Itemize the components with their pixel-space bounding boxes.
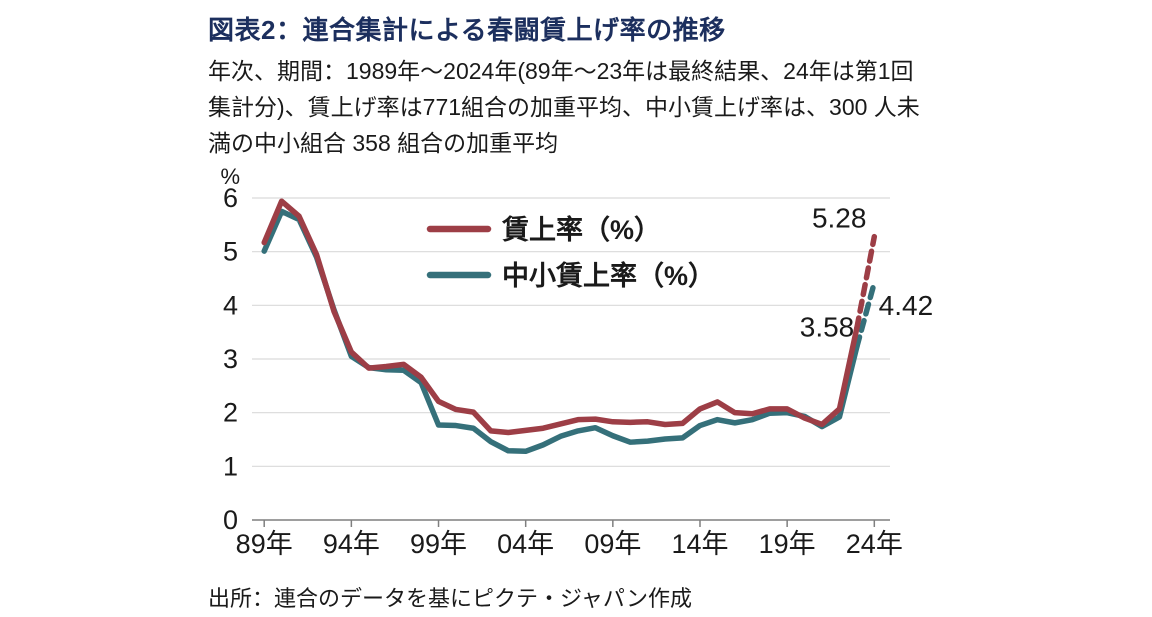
x-tick-label: 99年 [410,529,467,559]
y-tick-label: 1 [223,451,238,481]
series-line [261,208,860,455]
y-tick-label: 3 [223,344,238,374]
source-note: 出所：連合のデータを基にピクテ・ジャパン作成 [208,586,693,611]
value-annotation: 4.42 [879,290,934,321]
legend-label: 中小賃上率（%） [502,260,715,291]
chart-description: 年次、期間：1989年～2024年(89年～23年は最終結果、24年は第1回 集… [208,54,988,162]
x-tick-label: 89年 [236,529,293,559]
y-tick-label: 5 [223,237,238,267]
x-tick-label: 24年 [846,529,903,559]
wage-increase-line-chart: 0 1 2 3 4 5 6 89年 94年 99年 04年 09年 14年 19年 24年% 賃上率（%） 中小… [220,168,934,559]
y-tick-label: 2 [223,398,238,428]
y-tick-label: 6 [223,183,238,213]
chart-title: 図表2：連合集計による春闘賃上げ率の推移 [208,15,726,45]
series-line [261,198,860,436]
description-line-3: 満の中小組合 358 組合の加重平均 [208,129,559,156]
legend-label: 賃上率（%） [501,214,661,245]
series-forecast-dashed-segment [854,233,878,331]
x-tick-label: 04年 [497,529,554,559]
series-forecast-dashed-segment [854,280,878,350]
x-tick-label: 94年 [323,529,380,559]
description-line-2: 集計分)、賃上げ率は771組合の加重平均、中小賃上げ率は、300 人未 [208,93,920,120]
y-axis-unit-label: % [220,168,240,189]
x-tick-label: 09年 [584,529,641,559]
description-line-1: 年次、期間：1989年～2024年(89年～23年は最終結果、24年は第1回 [208,58,914,84]
y-tick-label: 0 [223,505,238,535]
value-annotation: 5.28 [812,203,867,234]
x-tick-label: 14年 [671,529,728,559]
x-tick-label: 19年 [759,529,816,559]
y-tick-label: 4 [223,290,238,320]
value-annotation: 3.58 [800,311,855,342]
